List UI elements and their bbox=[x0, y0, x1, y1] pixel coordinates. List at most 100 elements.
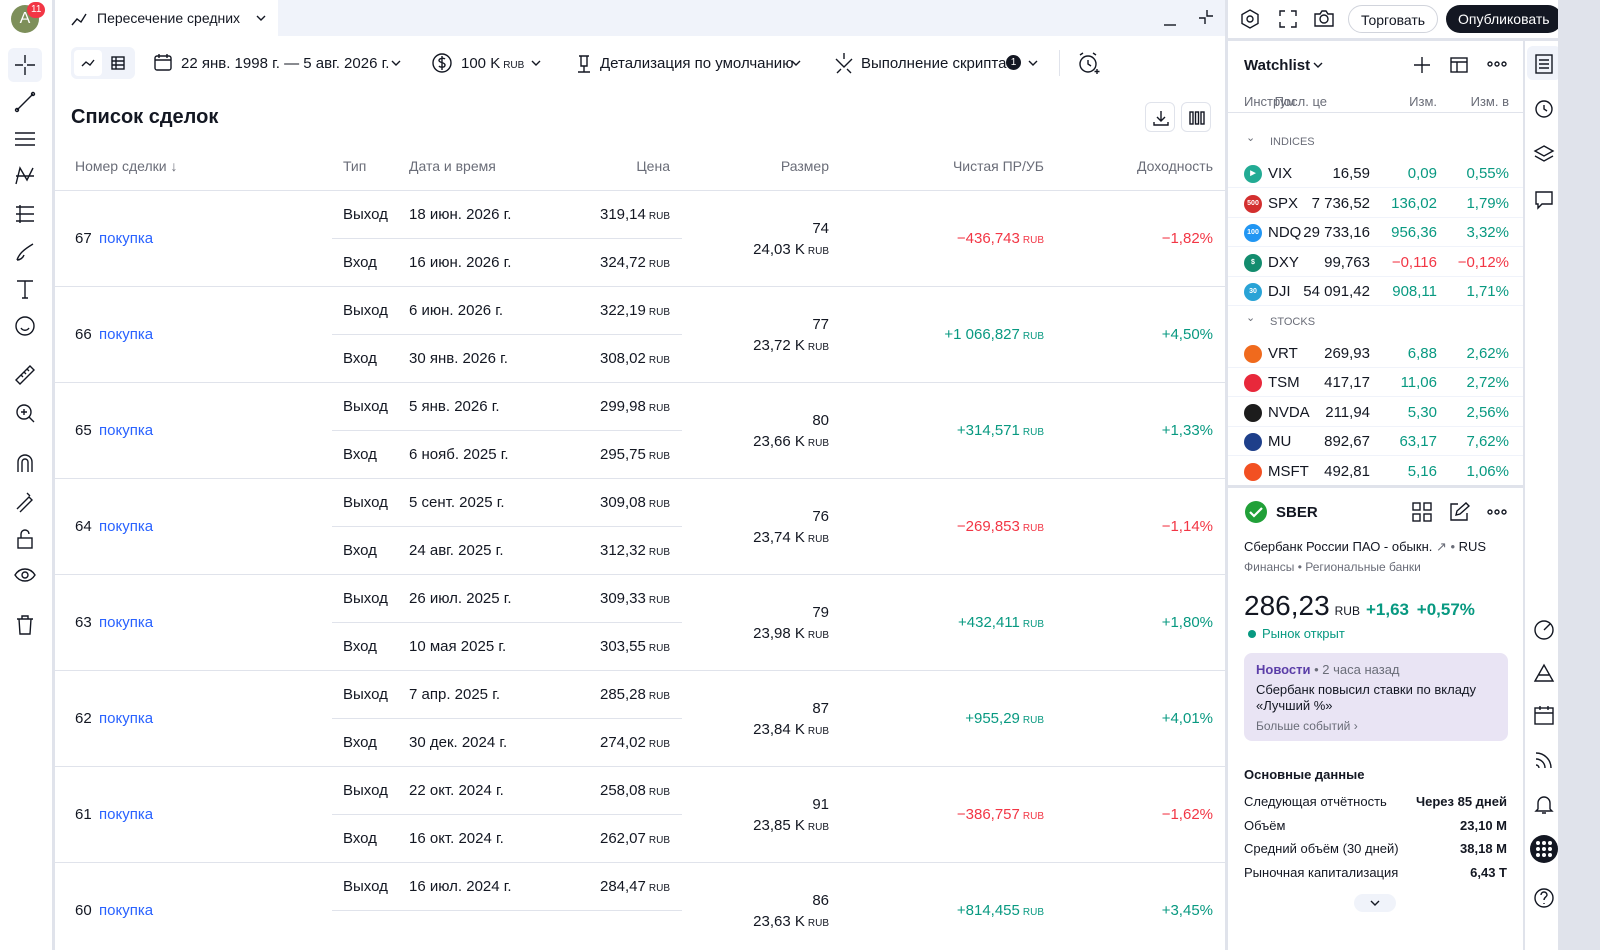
wl-row[interactable]: $ DXY 99,763 −0,116 −0,12% bbox=[1228, 248, 1523, 277]
currency: RUB bbox=[1022, 619, 1044, 630]
watchlist-title[interactable]: Watchlist bbox=[1244, 57, 1311, 74]
wl-row[interactable]: MU 892,67 63,17 7,62% bbox=[1228, 427, 1523, 456]
eye-icon[interactable] bbox=[13, 563, 37, 587]
wl-row[interactable]: ▶ VIX 16,59 0,09 0,55% bbox=[1228, 159, 1523, 188]
leg-divider bbox=[332, 718, 682, 719]
trade-size-value: 24,03 K bbox=[753, 241, 805, 258]
lock-draw-icon[interactable] bbox=[13, 489, 37, 513]
detail-select[interactable]: Детализация по умолчанию bbox=[600, 55, 794, 72]
trash-icon[interactable] bbox=[13, 613, 37, 637]
wl-row[interactable]: 30 DJI 54 091,42 908,11 1,71% bbox=[1228, 277, 1523, 306]
wl-row[interactable]: NVDA 211,94 5,30 2,56% bbox=[1228, 398, 1523, 427]
chevron[interactable] bbox=[390, 58, 402, 68]
trade-side[interactable]: покупка bbox=[99, 230, 154, 247]
zoom-icon[interactable] bbox=[13, 401, 37, 425]
ruler-icon[interactable] bbox=[13, 363, 37, 387]
help-icon[interactable] bbox=[1533, 887, 1555, 909]
layers-icon[interactable] bbox=[1533, 143, 1555, 165]
settings-icon[interactable] bbox=[1240, 9, 1260, 29]
restore-icon[interactable] bbox=[1197, 8, 1215, 26]
camera-icon[interactable] bbox=[1313, 8, 1335, 28]
symbol-logo: ▶ bbox=[1244, 165, 1262, 183]
wl-row[interactable]: 100 NDQ 29 733,16 956,36 3,32% bbox=[1228, 218, 1523, 247]
target-icon[interactable] bbox=[1533, 619, 1555, 641]
leg-date: 18 июн. 2026 г. bbox=[409, 206, 512, 223]
capital[interactable]: 100 K RUB bbox=[461, 55, 524, 72]
leg-date: 6 июн. 2026 г. bbox=[409, 302, 504, 319]
trade-button[interactable]: Торговать bbox=[1348, 5, 1439, 33]
chevron[interactable] bbox=[255, 13, 267, 23]
more-icon[interactable] bbox=[1486, 57, 1508, 71]
trade-side[interactable]: покупка bbox=[99, 422, 154, 439]
leg-type: Выход bbox=[343, 398, 388, 415]
more-icon[interactable] bbox=[1486, 505, 1508, 519]
brush-icon[interactable] bbox=[13, 240, 37, 264]
chevron[interactable] bbox=[1027, 58, 1039, 68]
table-view-icon[interactable] bbox=[110, 55, 126, 71]
trade-side[interactable]: покупка bbox=[99, 614, 154, 631]
trade-side[interactable]: покупка bbox=[99, 806, 154, 823]
trade-side[interactable]: покупка bbox=[99, 326, 154, 343]
ideas-icon[interactable] bbox=[1533, 661, 1555, 683]
alerts-icon[interactable] bbox=[1533, 97, 1555, 119]
last: 16,59 bbox=[1332, 165, 1370, 182]
change: 908,11 bbox=[1392, 283, 1437, 300]
chevron[interactable] bbox=[1312, 60, 1324, 70]
group-name[interactable]: STOCKS bbox=[1270, 315, 1316, 328]
stream-icon[interactable] bbox=[1533, 749, 1555, 771]
trade-row: 64 покупка Выход 5 сент. 2025 г. 309,08 RUB Вх… bbox=[55, 479, 1225, 575]
wl-row[interactable]: MSFT 492,81 5,16 1,06% bbox=[1228, 457, 1523, 485]
grid-icon[interactable] bbox=[1411, 501, 1433, 523]
trade-pnl-value: +814,455 bbox=[956, 902, 1020, 919]
chevron[interactable] bbox=[790, 58, 802, 68]
apps-icon[interactable] bbox=[1529, 834, 1558, 864]
chevron[interactable] bbox=[530, 58, 542, 68]
pattern-icon[interactable] bbox=[13, 164, 37, 188]
trade-side[interactable]: покупка bbox=[99, 710, 154, 727]
wl-row[interactable]: 500 SPX 7 736,52 136,02 1,79% bbox=[1228, 189, 1523, 218]
crosshair-icon[interactable] bbox=[13, 53, 37, 77]
emoji-icon[interactable] bbox=[13, 314, 37, 338]
download-button[interactable] bbox=[1145, 102, 1175, 132]
trade-side[interactable]: покупка bbox=[99, 902, 154, 919]
leg-type: Вход bbox=[343, 254, 377, 271]
channel-icon[interactable] bbox=[13, 127, 37, 151]
tab-title[interactable]: Пересечение средних bbox=[97, 10, 241, 26]
lock-icon[interactable] bbox=[13, 527, 37, 551]
currency: RUB bbox=[648, 355, 670, 366]
text-icon[interactable] bbox=[13, 277, 37, 301]
line-icon[interactable] bbox=[13, 90, 37, 114]
columns-button[interactable] bbox=[1181, 102, 1211, 132]
script-select[interactable]: Выполнение скрипта bbox=[861, 55, 1007, 72]
change: 5,16 bbox=[1407, 462, 1437, 480]
date-range[interactable]: 22 янв. 1998 г. — 5 авг. 2026 г. bbox=[181, 55, 390, 72]
alert-icon[interactable] bbox=[1077, 51, 1101, 75]
chart-view-icon[interactable] bbox=[80, 55, 96, 71]
news-label: Новости bbox=[1256, 662, 1311, 677]
wl-row[interactable]: VRT 269,93 6,88 2,62% bbox=[1228, 339, 1523, 368]
group-name[interactable]: INDICES bbox=[1270, 136, 1315, 148]
news-more[interactable]: Больше событий › bbox=[1256, 719, 1358, 733]
wl-row[interactable]: TSM 417,17 11,06 2,72% bbox=[1228, 368, 1523, 397]
calendar-side-icon[interactable] bbox=[1533, 704, 1555, 726]
group-chevron: ⌄ bbox=[1246, 132, 1256, 144]
right-panel: Торговать Опубликовать Watchlist Инструм… bbox=[1228, 0, 1558, 950]
fullscreen-icon[interactable] bbox=[1278, 9, 1298, 29]
magnet-icon[interactable] bbox=[13, 451, 37, 475]
tab[interactable] bbox=[55, 0, 278, 36]
chat-icon[interactable] bbox=[1533, 189, 1555, 211]
watchlist-icon[interactable] bbox=[1533, 53, 1555, 75]
sector: Финансы bbox=[1244, 560, 1295, 574]
fib-icon[interactable] bbox=[13, 202, 37, 226]
news-card[interactable]: Новости • 2 часа назад Сбербанк повысил … bbox=[1244, 653, 1508, 741]
minimize-icon[interactable] bbox=[1161, 10, 1179, 28]
layout-icon[interactable] bbox=[1449, 55, 1469, 75]
edit-icon[interactable] bbox=[1448, 501, 1470, 523]
add-icon[interactable] bbox=[1412, 55, 1432, 75]
trade-side[interactable]: покупка bbox=[99, 518, 154, 535]
bell-icon[interactable] bbox=[1533, 793, 1555, 815]
trade-return: +1,33% bbox=[1161, 422, 1213, 439]
expand-button[interactable] bbox=[1354, 894, 1396, 912]
publish-button[interactable]: Опубликовать bbox=[1446, 5, 1558, 33]
news-more-label: Больше событий bbox=[1256, 719, 1351, 733]
